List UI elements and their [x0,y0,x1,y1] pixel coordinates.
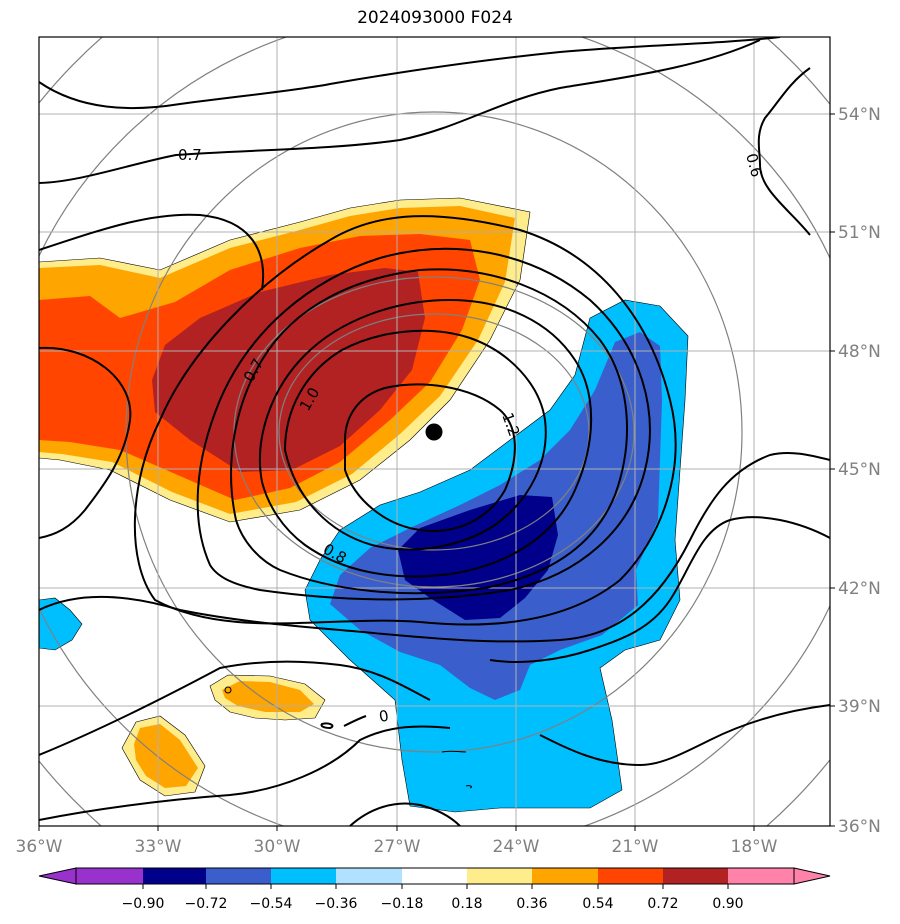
lon-label-30w: 30°W [254,837,301,857]
minor-contour-3 [224,686,232,694]
patch-b-0.36 [134,724,198,788]
contour-south-long [39,451,830,643]
contour-ring-2 [196,247,651,601]
minor-contours [224,686,473,789]
colorbar-bin-4 [271,868,336,884]
range-ring-1 [278,313,590,551]
contour-ring-4 [258,298,593,578]
colorbar: −0.90 −0.72 −0.54 −0.36 −0.18 0.18 0.36 … [38,867,831,912]
contour-0.7-north [39,39,761,184]
contour-1.0 [283,329,547,551]
minor-contour-1 [441,750,467,753]
contour-1.2 [344,383,516,532]
contour-top-arc [39,37,781,110]
colorbar-extend-right [793,867,831,885]
map-title: 2024093000 F024 [357,8,513,28]
lat-label-54n: 54°N [838,105,881,125]
storm-center-marker [425,423,443,441]
lon-label-36w: 36°W [16,837,63,857]
range-ring-3 [125,111,743,753]
lat-label-39n: 39°N [838,697,881,717]
patch-a-0.36 [222,681,314,712]
longitude-labels: 36°W 33°W 30°W 27°W 24°W 21°W 18°W [16,837,778,857]
colorbar-tick-label: 0.36 [516,896,547,912]
colorbar-extend-left [38,867,77,885]
gridlines [39,37,830,826]
anomaly-fill-small-west [39,597,83,651]
contour-label-0.7-north: 0.7 [178,146,202,164]
contour-sw-bottom [39,725,451,821]
lon-label-27w: 27°W [374,837,421,857]
contour-label-0: 0 [378,707,391,726]
colorbar-bin-9 [598,868,663,884]
axis-ticks [38,113,835,831]
colorbar-tick-label: 0.54 [582,896,613,912]
colorbar-tick-label: −0.36 [315,896,358,912]
colorbar-bin-2 [143,868,206,884]
colorbar-tick-label: 0.72 [647,896,678,912]
contour-small-0b [343,715,367,727]
contour-lines [39,37,830,826]
lon-label-18w: 18°W [731,837,778,857]
contour-label-0.6: 0.6 [742,151,766,179]
colorbar-tick-label: −0.72 [185,896,228,912]
contour-small-0 [320,722,334,730]
minor-contour-2 [465,785,473,789]
lon-label-21w: 21°W [612,837,659,857]
contour-se-lower [539,704,830,767]
contour-39-west [39,660,431,756]
colorbar-bin-8 [532,868,598,884]
latitude-labels: 54°N 51°N 48°N 45°N 42°N 39°N 36°N [838,105,881,837]
colorbar-tick-label: −0.18 [381,896,424,912]
colorbar-bin-5 [336,868,402,884]
colorbar-tick-label: −0.90 [122,896,165,912]
contour-0.6 [757,67,811,236]
lat-label-51n: 51°N [838,223,881,243]
colorbar-outline [75,867,795,885]
colorbar-bin-3 [206,868,271,884]
lat-label-48n: 48°N [838,342,881,362]
lon-label-33w: 33°W [135,837,182,857]
lat-label-45n: 45°N [838,460,881,480]
contour-bottom-small [349,802,461,826]
contour-0.7-label-ring [230,268,628,595]
lon-label-24w: 24°W [493,837,540,857]
colorbar-tick-label: −0.54 [250,896,293,912]
map-frame [38,36,831,827]
colorbar-bin-1 [76,868,143,884]
small-positive-patches [121,674,326,797]
contour-west-loop [39,346,132,539]
contour-far-west [39,213,264,291]
lat-label-42n: 42°N [838,579,881,599]
colorbar-tick-label: 0.90 [712,896,743,912]
colorbar-bin-10 [663,868,728,884]
colorbar-tick-label: 0.18 [451,896,482,912]
colorbar-bin-7 [467,868,532,884]
contour-south-east [489,516,830,663]
contour-ring-outer [133,215,677,626]
colorbar-bin-11 [728,868,794,884]
colorbar-bin-6 [402,868,467,884]
lat-label-36n: 36°N [838,817,881,837]
